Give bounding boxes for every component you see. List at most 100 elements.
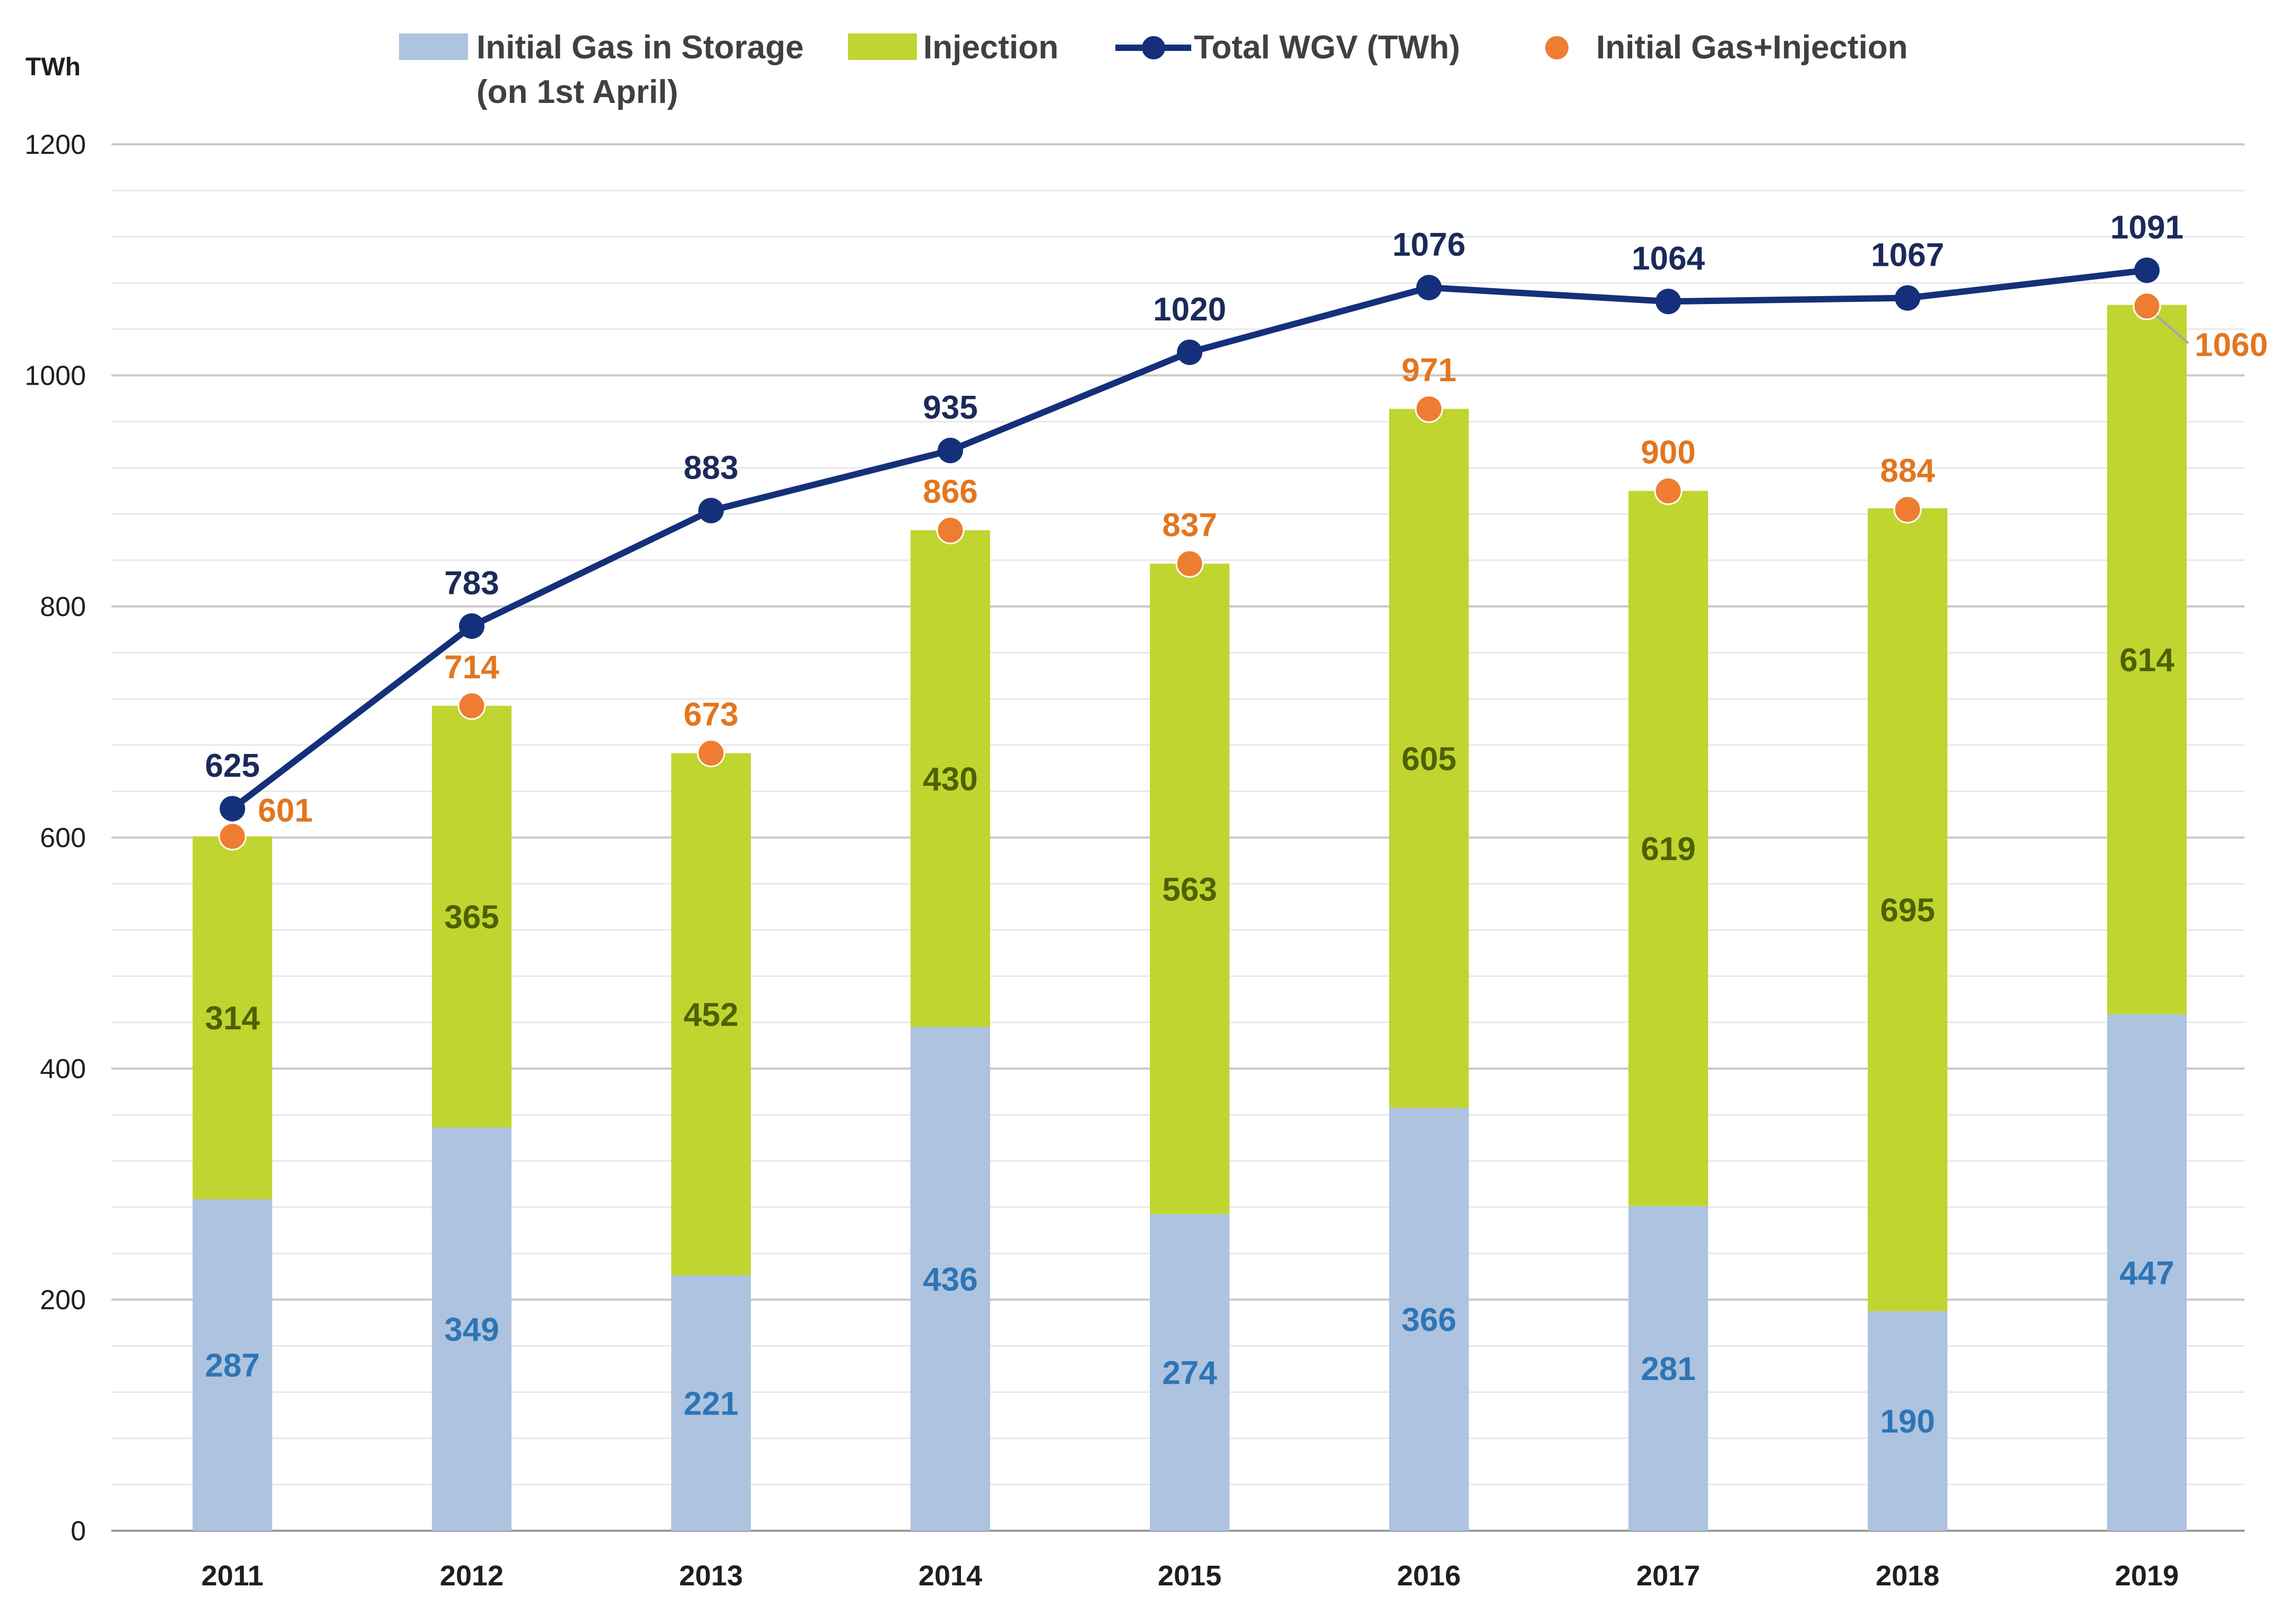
label-initial-plus-injection: 1060 (2195, 327, 2268, 363)
y-tick-label: 600 (40, 823, 86, 854)
label-initial-plus-injection: 837 (1162, 507, 1217, 543)
label-total-wgv: 1020 (1153, 291, 1226, 328)
bars (193, 305, 2187, 1531)
label-initial-gas: 287 (205, 1348, 259, 1384)
label-injection: 314 (205, 1000, 260, 1037)
bar-initial-gas (1868, 1311, 1947, 1531)
x-tick-label: 2013 (679, 1560, 743, 1592)
x-tick-label: 2011 (201, 1560, 263, 1592)
x-tick-label: 2015 (1158, 1560, 1221, 1592)
bar-initial-gas (432, 1127, 512, 1531)
total-wgv-point (1895, 285, 1920, 311)
bar-initial-gas (911, 1027, 990, 1531)
label-total-wgv: 935 (923, 389, 977, 426)
legend-swatch-initial-gas (399, 33, 468, 60)
x-tick-label: 2019 (2115, 1560, 2179, 1592)
bar-initial-gas (2107, 1014, 2187, 1531)
label-total-wgv: 1064 (1632, 240, 1705, 277)
label-total-wgv: 1076 (1392, 227, 1466, 263)
bar-initial-gas (1389, 1108, 1469, 1531)
legend-label-injection: Injection (923, 29, 1059, 66)
bar-injection (432, 706, 512, 1128)
label-initial-gas: 447 (2119, 1255, 2174, 1291)
label-initial-gas: 349 (444, 1312, 499, 1348)
data-labels: 287 314 625 601 349 365 783 714 221 452 883 673 436 4… (205, 209, 2268, 1440)
total-wgv-point (2134, 257, 2160, 283)
bar-injection (1150, 563, 1229, 1214)
bar-injection (671, 753, 751, 1276)
bar-initial-gas (1150, 1214, 1229, 1531)
label-initial-plus-injection: 900 (1641, 434, 1695, 471)
label-injection: 619 (1641, 831, 1695, 867)
y-tick-label: 800 (40, 592, 86, 622)
y-tick-label: 1200 (24, 129, 86, 160)
label-initial-gas: 281 (1641, 1351, 1695, 1387)
label-injection: 563 (1162, 871, 1217, 908)
y-tick-label: 1000 (24, 361, 86, 392)
label-injection: 614 (2119, 642, 2174, 679)
total-wgv-point (1656, 289, 1681, 315)
total-wgv-point (698, 498, 724, 524)
total-wgv-point (938, 438, 963, 464)
legend-label-initial-gas-line2: (on 1st April) (476, 74, 678, 110)
label-initial-gas: 274 (1162, 1355, 1217, 1392)
label-initial-gas: 221 (683, 1385, 738, 1422)
legend-marker-initial-plus-injection (1545, 36, 1569, 59)
total-wgv-point (1416, 275, 1442, 301)
initial-plus-injection-point (2133, 292, 2161, 320)
label-initial-gas: 190 (1880, 1403, 1935, 1440)
total-wgv-point (220, 796, 245, 822)
label-leader-line (2155, 315, 2189, 344)
initial-plus-injection-point (1893, 495, 1922, 524)
y-axis-unit: TWh (25, 53, 81, 81)
initial-plus-injection-point (936, 516, 965, 544)
bar-injection (193, 836, 272, 1200)
x-axis: 2011 2012 2013 2014 2015 2016 2017 2018 2019 (201, 1560, 2179, 1592)
label-initial-plus-injection: 673 (683, 697, 738, 733)
label-injection: 695 (1880, 892, 1935, 929)
label-initial-plus-injection: 714 (444, 649, 499, 686)
label-total-wgv: 783 (444, 565, 499, 602)
bar-injection (2107, 305, 2187, 1014)
y-tick-label: 400 (40, 1054, 86, 1085)
label-total-wgv: 1067 (1871, 237, 1944, 274)
sum-markers (218, 292, 2161, 851)
x-tick-label: 2012 (440, 1560, 504, 1592)
y-axis: 0 200 400 600 800 1000 1200 (24, 129, 86, 1547)
label-total-wgv: 625 (205, 748, 259, 784)
bar-injection (911, 530, 990, 1027)
label-total-wgv: 1091 (2110, 209, 2184, 246)
x-tick-label: 2017 (1636, 1560, 1700, 1592)
total-wgv-line (220, 257, 2160, 822)
legend-swatch-injection (848, 33, 917, 60)
bar-injection (1628, 491, 1708, 1207)
label-initial-plus-injection: 866 (923, 473, 977, 510)
label-injection: 365 (444, 899, 499, 936)
bar-injection (1868, 508, 1947, 1312)
bar-initial-gas (1628, 1206, 1708, 1531)
initial-plus-injection-point (1654, 476, 1683, 505)
legend-label-initial-gas: Initial Gas in Storage (476, 29, 804, 66)
initial-plus-injection-point (218, 822, 247, 851)
bar-initial-gas (671, 1275, 751, 1531)
label-injection: 430 (923, 761, 977, 797)
total-wgv-point (459, 613, 484, 639)
label-initial-plus-injection: 601 (258, 792, 313, 829)
initial-plus-injection-point (1175, 549, 1204, 578)
y-tick-label: 200 (40, 1285, 86, 1316)
label-initial-plus-injection: 884 (1880, 453, 1935, 489)
label-injection: 605 (1401, 741, 1456, 777)
label-initial-plus-injection: 971 (1401, 352, 1456, 389)
initial-plus-injection-point (1415, 395, 1443, 423)
x-tick-label: 2014 (919, 1560, 982, 1592)
y-tick-label: 0 (71, 1516, 86, 1547)
label-injection: 452 (683, 997, 738, 1034)
label-total-wgv: 883 (683, 449, 738, 486)
legend: Initial Gas in Storage (on 1st April) Inje… (399, 29, 1908, 110)
label-initial-gas: 366 (1401, 1302, 1456, 1339)
bar-injection (1389, 409, 1469, 1108)
initial-plus-injection-point (457, 691, 486, 720)
x-tick-label: 2016 (1397, 1560, 1461, 1592)
